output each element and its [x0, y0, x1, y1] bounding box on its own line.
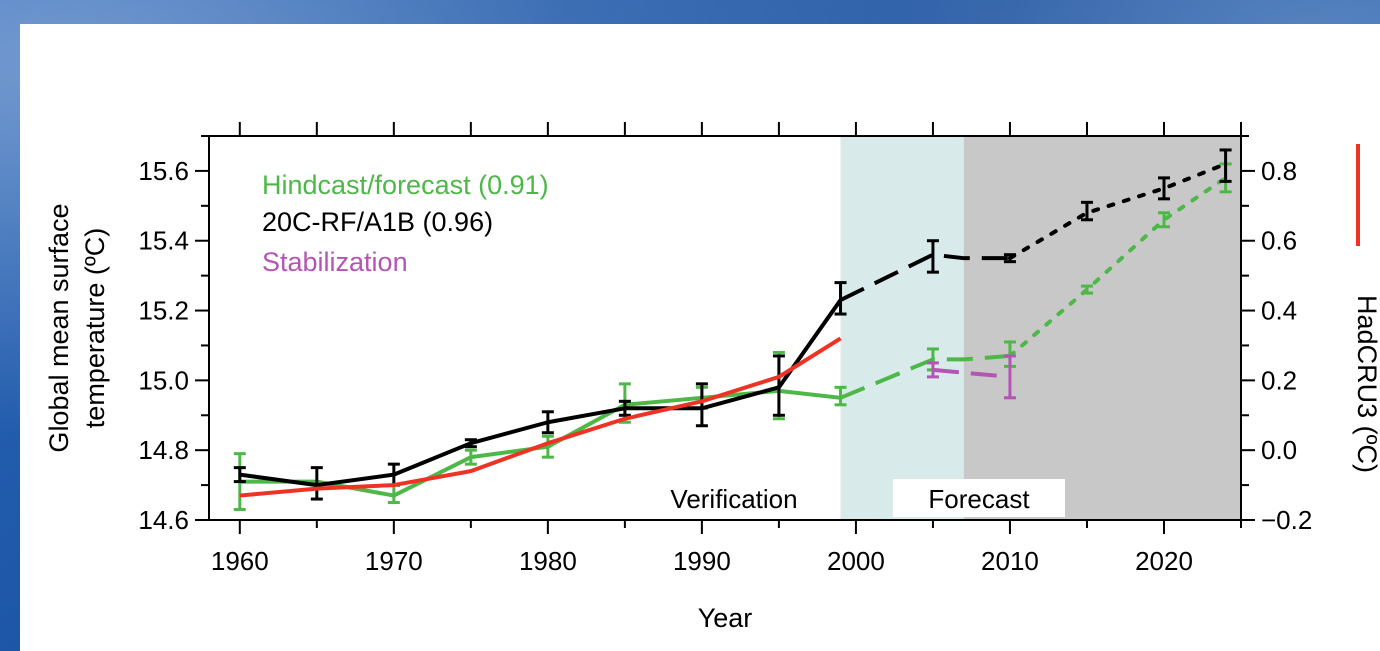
legend-entry: 20C-RF/A1B (0.96)	[262, 207, 493, 237]
x-tick-label: 1970	[365, 546, 423, 576]
series-line-dotted	[1007, 161, 1228, 261]
x-tick-label: 2000	[827, 546, 885, 576]
x-tick-label: 1990	[673, 546, 731, 576]
series-stabilization	[926, 354, 1016, 400]
series-line-dashed	[932, 367, 1011, 379]
forecast-label-bg	[893, 479, 1065, 517]
y-right-axis-title: HadCRU3 (ºC)	[1352, 295, 1380, 473]
labels-layer: 1960 1970 1980 1990 2000 2010 2020 14.6 14.8 15.0…	[44, 144, 1380, 633]
shaded-regions	[840, 136, 1241, 520]
series-hadcru3	[239, 336, 842, 498]
y-left-tick-label: 15.2	[138, 296, 189, 326]
forecast-label: Forecast	[928, 484, 1030, 514]
y-left-tick-label: 15.4	[138, 226, 189, 256]
y-left-tick-label: 15.0	[138, 365, 189, 395]
y-left-tick-label: 15.6	[138, 156, 189, 186]
y-right-tick-label: 0.4	[1261, 296, 1297, 326]
verification-label: Verification	[670, 484, 797, 514]
x-axis-title: Year	[698, 603, 753, 633]
y-right-tick-label: 0.8	[1261, 156, 1297, 186]
y-right-tick-label: 0.6	[1261, 226, 1297, 256]
chart-panel: 1960 1970 1980 1990 2000 2010 2020 14.6 14.8 15.0…	[20, 24, 1380, 651]
y-left-tick-label: 14.8	[138, 435, 189, 465]
series-line-dashed	[839, 353, 1011, 400]
series-20c-rf-a1b-0-96-	[233, 148, 1232, 501]
x-tick-label: 2020	[1135, 546, 1193, 576]
x-tick-label: 1960	[211, 546, 269, 576]
region-verification	[840, 136, 964, 520]
y-left-axis-title-line: temperature (ºC)	[80, 228, 110, 428]
series-layer	[233, 148, 1232, 512]
chart-svg: 1960 1970 1980 1990 2000 2010 2020 14.6 14.8 15.0…	[44, 122, 1380, 633]
x-tick-label: 1980	[519, 546, 577, 576]
legend-entry: Hindcast/forecast (0.91)	[262, 170, 549, 200]
region-forecast	[963, 136, 1241, 520]
y-right-tick-label: 0.0	[1261, 435, 1297, 465]
y-right-tick-label: 0.2	[1261, 365, 1297, 395]
verification-label-bg	[646, 479, 822, 517]
y-left-tick-label: 14.6	[138, 505, 189, 535]
series-line-dashed	[839, 252, 1010, 302]
series-line-dotted	[1007, 175, 1228, 358]
x-tick-label: 2010	[981, 546, 1039, 576]
axis-ticks	[195, 122, 1255, 534]
series-line-solid	[239, 336, 842, 498]
y-left-axis-title-line: Global mean surface	[44, 203, 74, 452]
legend-entry: Stabilization	[262, 247, 408, 277]
y-right-tick-label: −0.2	[1261, 505, 1312, 535]
